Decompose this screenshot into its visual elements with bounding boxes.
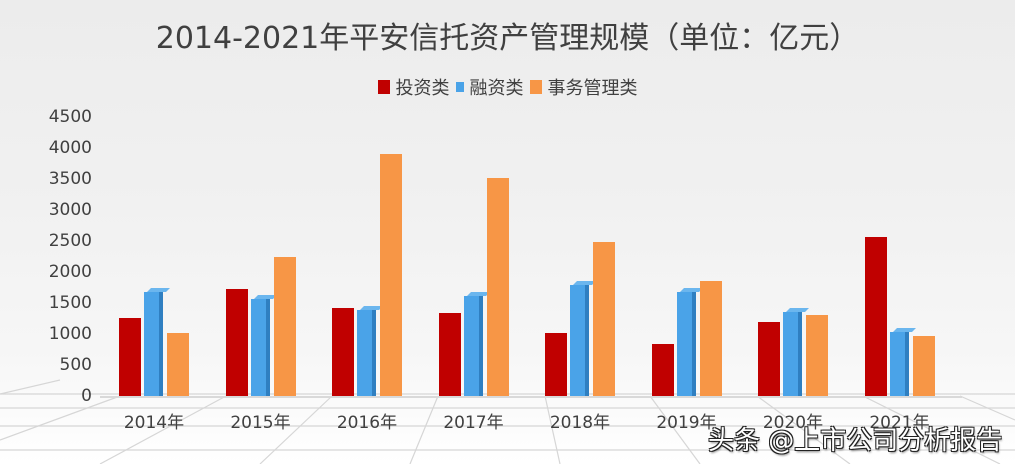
bar-investment[interactable] xyxy=(545,332,567,396)
y-tick: 2500 xyxy=(48,231,92,251)
bar-affairs-management[interactable] xyxy=(699,280,722,396)
legend-swatch-orange xyxy=(529,80,542,94)
bar-affairs-management[interactable] xyxy=(380,154,402,396)
perspective-floor xyxy=(0,370,1015,464)
x-tick-label: 2017年 xyxy=(443,413,504,433)
bar-affairs-management[interactable] xyxy=(486,177,509,396)
bar-affairs-management[interactable] xyxy=(273,257,296,396)
bar-investment[interactable] xyxy=(225,288,248,396)
x-tick-label: 2019年 xyxy=(656,413,717,433)
bar-investment[interactable] xyxy=(119,317,141,396)
y-tick: 500 xyxy=(59,355,92,375)
y-tick: 3000 xyxy=(48,200,92,220)
bar-financing[interactable] xyxy=(144,291,163,396)
bar-affairs-management[interactable] xyxy=(806,314,828,396)
legend-item-financing[interactable]: 融资类 xyxy=(455,74,524,100)
y-tick: 0 xyxy=(81,386,92,406)
plot-area xyxy=(100,117,960,396)
y-tick: 4000 xyxy=(48,138,92,158)
bar-financing[interactable] xyxy=(570,285,589,396)
x-tick-label: 2018年 xyxy=(549,413,611,433)
bar-financing[interactable] xyxy=(463,296,483,396)
bar-investment[interactable] xyxy=(864,236,887,396)
x-axis-line xyxy=(100,396,962,398)
y-tick: 1000 xyxy=(48,324,92,344)
bar-affairs-management[interactable] xyxy=(593,242,615,396)
x-tick-label: 2021年 xyxy=(869,413,930,433)
bar-investment[interactable] xyxy=(651,343,674,396)
bar-investment[interactable] xyxy=(758,322,780,396)
chart-title: 2014-2021年平安信托资产管理规模（单位：亿元） xyxy=(155,21,860,56)
x-tick-label: 2015年 xyxy=(230,413,291,433)
bar-financing[interactable] xyxy=(250,298,270,396)
bar-financing[interactable] xyxy=(783,311,802,396)
watermark: 头条 @上市公司分析报告 xyxy=(708,426,1003,456)
bar-investment[interactable] xyxy=(438,312,461,396)
legend-item-investment[interactable]: 投资类 xyxy=(377,74,450,100)
chart-legend: 投资类 融资类 事务管理类 xyxy=(0,74,1015,100)
y-tick: 3500 xyxy=(48,169,92,189)
x-tick-label: 2014年 xyxy=(123,413,185,433)
bar-financing[interactable] xyxy=(357,309,376,396)
y-tick: 4500 xyxy=(48,107,92,127)
legend-item-affairs-management[interactable]: 事务管理类 xyxy=(529,74,638,100)
bar-financing[interactable] xyxy=(889,331,909,396)
bar-affairs-management[interactable] xyxy=(167,333,189,396)
bar-financing[interactable] xyxy=(676,292,696,396)
legend-label: 投资类 xyxy=(395,78,450,99)
x-tick-label: 2016年 xyxy=(336,413,398,433)
y-axis: 0 500 1000 1500 2000 2500 3000 3500 4000… xyxy=(0,0,92,464)
legend-label: 事务管理类 xyxy=(547,78,638,99)
legend-swatch-blue xyxy=(455,82,464,92)
x-tick-label: 2020年 xyxy=(762,413,824,433)
legend-swatch-red xyxy=(377,80,390,94)
bar-investment[interactable] xyxy=(332,307,354,396)
legend-label: 融资类 xyxy=(469,78,524,99)
y-tick: 2000 xyxy=(48,262,92,282)
bar-affairs-management[interactable] xyxy=(912,335,935,396)
y-tick: 1500 xyxy=(48,293,92,313)
